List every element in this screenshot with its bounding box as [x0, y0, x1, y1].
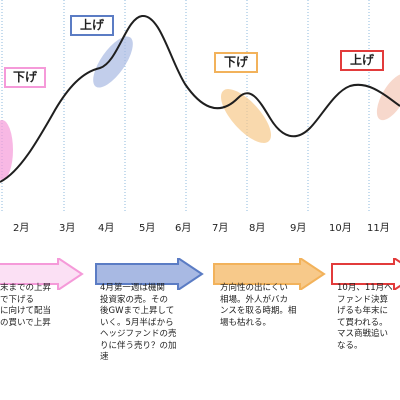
price-chart	[0, 0, 400, 212]
highlight-red	[376, 73, 400, 121]
arrow-pink	[0, 258, 84, 290]
tag-down-2: 下げ	[214, 52, 258, 73]
tag-up-2: 上げ	[340, 50, 384, 71]
month-label: 3月	[59, 223, 76, 234]
month-axis	[0, 212, 400, 248]
note-summer: 方向性の出にくい 相場。外人がバカ ンスを取る時期。相 場も枯れる。	[220, 283, 297, 328]
highlight-pink	[0, 120, 13, 180]
arrow-red	[331, 258, 400, 290]
note-spring: 4月第一週は機関 投資家の売。その 後GWまで上昇して いく。5月半ばから ヘッ…	[100, 283, 177, 362]
highlight-blue	[93, 36, 133, 88]
month-label: 4月	[98, 223, 115, 234]
note-early-year: 末までの上昇 で下げる に向けて配当 の買いで上昇	[0, 283, 52, 328]
month-label: 7月	[212, 223, 229, 234]
month-label: 11月	[367, 223, 390, 234]
seasonal-trend-line	[0, 14, 400, 183]
month-label: 8月	[249, 223, 266, 234]
month-label: 6月	[175, 223, 192, 234]
month-label: 2月	[13, 223, 30, 234]
month-label: 9月	[290, 223, 307, 234]
tag-down-1: 下げ	[4, 67, 46, 88]
month-label: 5月	[139, 223, 156, 234]
note-autumn: 10月、11月へ ファンド決算 げるも年末に て買われる。 マス商戦追い なる。	[337, 283, 393, 351]
arrow-orange	[213, 258, 326, 290]
month-label: 10月	[329, 223, 352, 234]
tag-up-1: 上げ	[70, 15, 114, 36]
arrow-blue	[95, 258, 204, 290]
